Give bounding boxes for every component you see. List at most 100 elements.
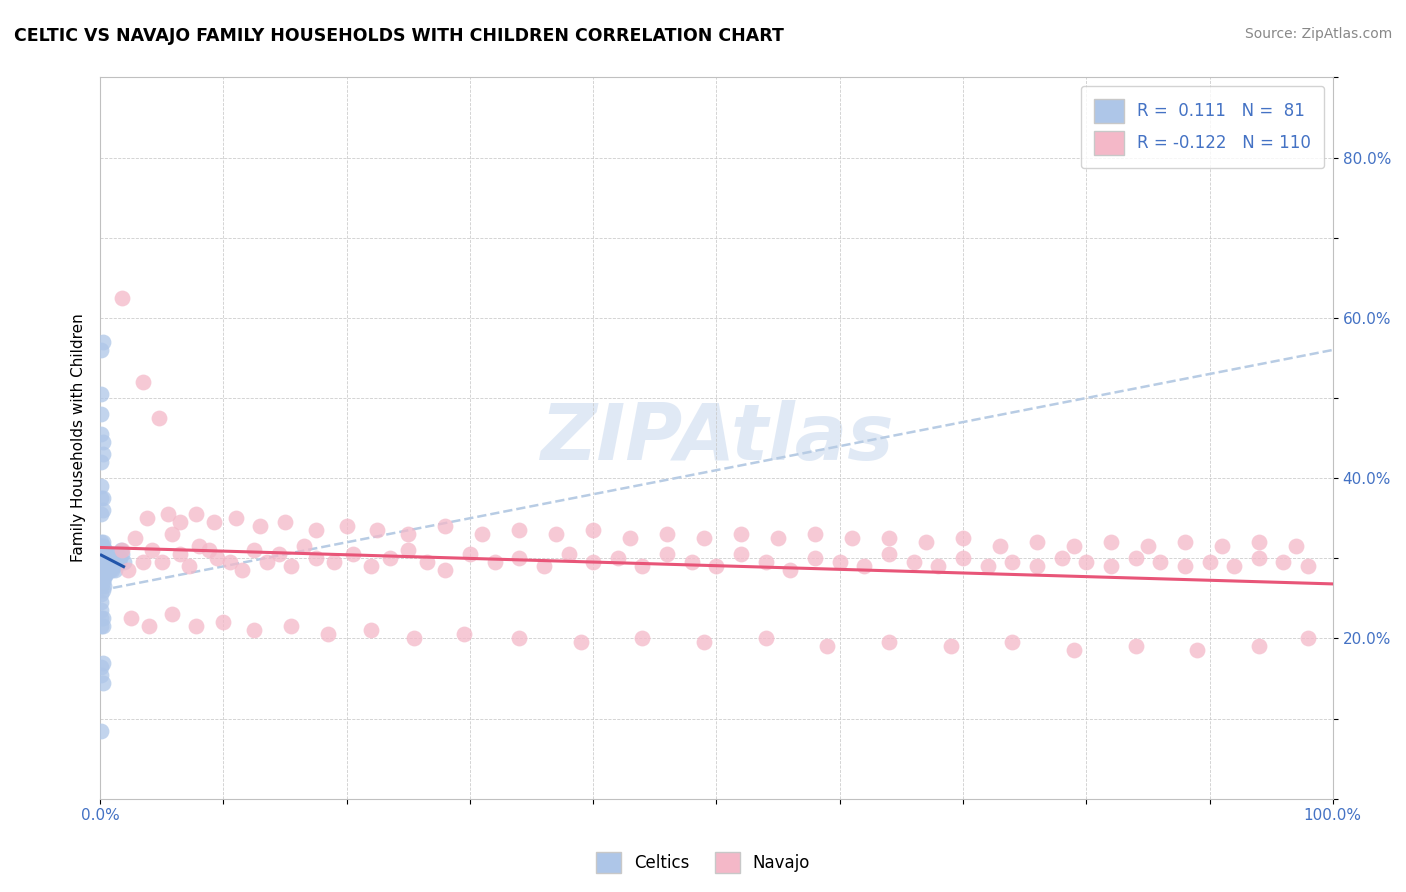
Point — [93, 571, 115, 585]
Point — [1063, 643, 1085, 657]
Text: CELTIC VS NAVAJO FAMILY HOUSEHOLDS WITH CHILDREN CORRELATION CHART: CELTIC VS NAVAJO FAMILY HOUSEHOLDS WITH … — [14, 27, 785, 45]
Point — [91, 543, 114, 558]
Point — [280, 559, 302, 574]
Point — [815, 640, 838, 654]
Point — [96, 551, 118, 566]
Point — [90, 535, 112, 549]
Point — [508, 523, 530, 537]
Point — [90, 619, 112, 633]
Point — [97, 551, 120, 566]
Point — [730, 547, 752, 561]
Point — [342, 547, 364, 561]
Point — [1125, 551, 1147, 566]
Point — [93, 579, 115, 593]
Point — [169, 515, 191, 529]
Point — [94, 555, 117, 569]
Point — [91, 435, 114, 450]
Point — [804, 551, 827, 566]
Point — [360, 559, 382, 574]
Point — [336, 519, 359, 533]
Point — [323, 555, 346, 569]
Point — [90, 571, 112, 585]
Point — [1247, 551, 1270, 566]
Point — [93, 555, 115, 569]
Point — [471, 527, 494, 541]
Point — [91, 656, 114, 670]
Point — [112, 555, 135, 569]
Point — [828, 555, 851, 569]
Point — [90, 539, 112, 553]
Point — [96, 567, 118, 582]
Point — [90, 427, 112, 442]
Point — [779, 563, 801, 577]
Point — [91, 539, 114, 553]
Point — [94, 559, 117, 574]
Point — [453, 627, 475, 641]
Point — [138, 619, 160, 633]
Point — [90, 491, 112, 506]
Point — [903, 555, 925, 569]
Point — [98, 563, 121, 577]
Point — [91, 611, 114, 625]
Legend: R =  0.111   N =  81, R = -0.122   N = 110: R = 0.111 N = 81, R = -0.122 N = 110 — [1081, 86, 1324, 168]
Point — [243, 624, 266, 638]
Point — [90, 343, 112, 357]
Point — [91, 503, 114, 517]
Point — [91, 563, 114, 577]
Point — [508, 551, 530, 566]
Point — [243, 543, 266, 558]
Point — [93, 567, 115, 582]
Point — [360, 624, 382, 638]
Point — [1223, 559, 1246, 574]
Point — [169, 547, 191, 561]
Point — [305, 523, 328, 537]
Point — [91, 619, 114, 633]
Point — [90, 563, 112, 577]
Point — [90, 579, 112, 593]
Point — [582, 523, 605, 537]
Point — [93, 543, 115, 558]
Point — [105, 555, 128, 569]
Point — [877, 547, 900, 561]
Point — [90, 723, 112, 738]
Point — [1125, 640, 1147, 654]
Point — [1026, 559, 1049, 574]
Point — [366, 523, 388, 537]
Point — [90, 543, 112, 558]
Point — [90, 567, 112, 582]
Point — [207, 551, 229, 566]
Point — [755, 632, 778, 646]
Point — [141, 543, 163, 558]
Point — [1149, 555, 1171, 569]
Point — [100, 555, 122, 569]
Point — [96, 559, 118, 574]
Point — [952, 531, 974, 545]
Point — [108, 551, 131, 566]
Point — [1185, 643, 1208, 657]
Point — [434, 563, 457, 577]
Point — [877, 531, 900, 545]
Point — [396, 543, 419, 558]
Point — [280, 619, 302, 633]
Point — [631, 559, 654, 574]
Point — [681, 555, 703, 569]
Point — [606, 551, 628, 566]
Point — [1198, 555, 1220, 569]
Point — [90, 575, 112, 590]
Point — [1026, 535, 1049, 549]
Point — [267, 547, 290, 561]
Point — [160, 527, 183, 541]
Point — [104, 563, 127, 577]
Point — [730, 527, 752, 541]
Point — [1136, 539, 1159, 553]
Point — [124, 531, 146, 545]
Point — [557, 547, 579, 561]
Text: Source: ZipAtlas.com: Source: ZipAtlas.com — [1244, 27, 1392, 41]
Point — [988, 539, 1011, 553]
Point — [90, 507, 112, 521]
Point — [150, 555, 173, 569]
Point — [877, 635, 900, 649]
Point — [136, 511, 159, 525]
Point — [187, 539, 209, 553]
Point — [915, 535, 938, 549]
